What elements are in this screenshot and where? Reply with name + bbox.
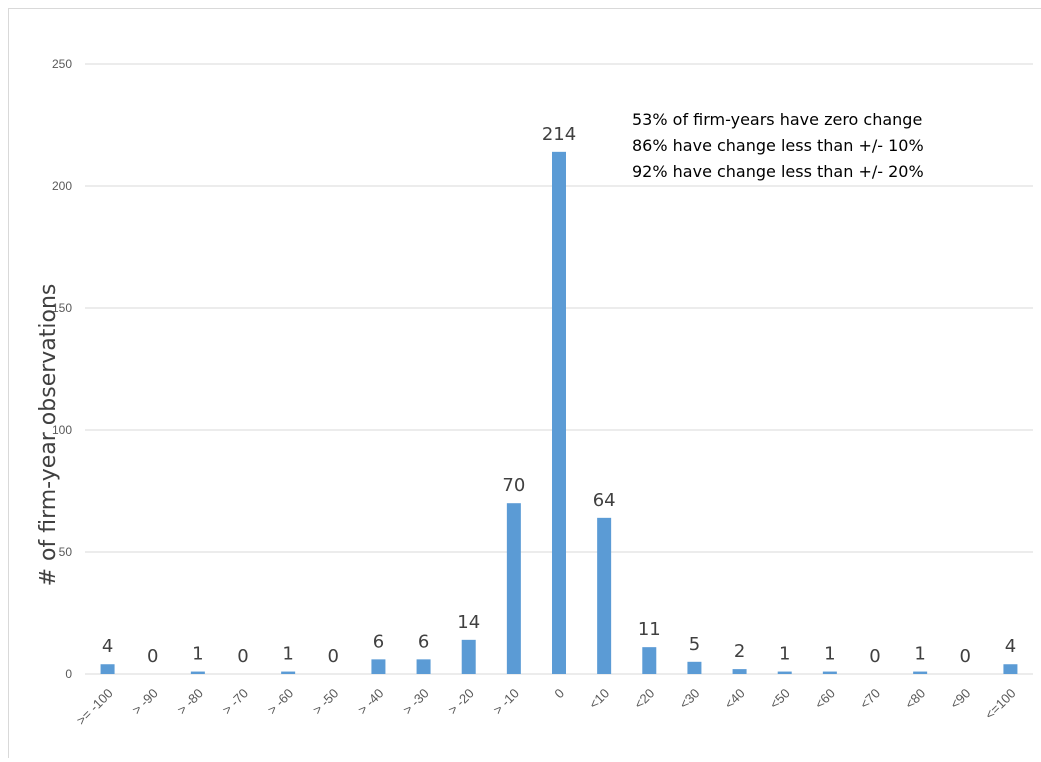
x-tick-label: > -70: [219, 686, 251, 718]
bar: [416, 659, 431, 674]
bar: [913, 671, 928, 674]
data-label: 0: [147, 646, 158, 667]
bar: [281, 671, 296, 674]
data-label: 5: [689, 634, 700, 655]
data-label: 0: [869, 646, 880, 667]
x-tick-label: <=100: [982, 686, 1019, 723]
y-tick-label: 200: [52, 179, 72, 193]
bar: [687, 661, 702, 674]
x-tick-label: <80: [902, 686, 928, 712]
x-tick-label: <20: [631, 686, 657, 712]
x-tick-label: <10: [586, 686, 612, 712]
annotation-line: 53% of firm-years have zero change: [632, 110, 922, 129]
bar: [190, 671, 205, 674]
x-tick-label: <50: [767, 686, 793, 712]
annotation-line: 92% have change less than +/- 20%: [632, 162, 924, 181]
x-tick-label: > -90: [129, 686, 161, 718]
bar: [822, 671, 837, 674]
x-tick-label: > -20: [445, 686, 477, 718]
bars: [100, 151, 1018, 675]
bar: [1003, 664, 1018, 674]
data-label: 1: [282, 644, 293, 665]
bar: [461, 639, 476, 674]
x-tick-label: > -30: [400, 686, 432, 718]
x-tick-label: <70: [857, 686, 883, 712]
x-tick-label: > -50: [310, 686, 342, 718]
data-label: 14: [457, 612, 480, 633]
bar: [642, 647, 657, 674]
data-label: 2: [734, 641, 745, 662]
annotation-line: 86% have change less than +/- 10%: [632, 136, 924, 155]
x-tick-label: <40: [721, 686, 747, 712]
y-tick-label: 100: [52, 423, 72, 437]
data-label: 70: [502, 475, 525, 496]
data-label: 1: [824, 644, 835, 665]
y-tick-label: 0: [65, 667, 72, 681]
bar: [777, 671, 792, 674]
data-label: 1: [779, 644, 790, 665]
frame-border-left: [8, 8, 9, 758]
data-label: 6: [373, 631, 384, 652]
y-axis-ticks: 0 50 100 150 200 250: [52, 57, 72, 681]
data-label: 0: [960, 646, 971, 667]
data-label: 4: [102, 636, 113, 657]
data-label: 11: [638, 619, 661, 640]
data-label: 1: [914, 644, 925, 665]
bar: [597, 517, 612, 674]
x-tick-label: <30: [676, 686, 702, 712]
x-axis-ticks: >= -100 > -90 > -80 > -70 > -60 > -50 > -40 > -…: [73, 686, 1018, 728]
x-tick-label: <60: [812, 686, 838, 712]
x-tick-label: > -80: [174, 686, 206, 718]
data-label: 64: [593, 490, 616, 511]
x-tick-label: >= -100: [73, 686, 115, 728]
data-label: 6: [418, 631, 429, 652]
y-tick-label: 50: [59, 545, 73, 559]
x-tick-label: > -60: [264, 686, 296, 718]
y-tick-label: 150: [52, 301, 72, 315]
data-label: 0: [328, 646, 339, 667]
data-label: 4: [1005, 636, 1016, 657]
bar: [371, 659, 386, 674]
data-label: 0: [237, 646, 248, 667]
bar: [552, 151, 566, 675]
x-tick-label: <90: [947, 686, 973, 712]
annotation-box: 53% of firm-years have zero change 86% ha…: [632, 110, 924, 181]
x-tick-label: > -40: [355, 686, 387, 718]
data-label: 214: [542, 124, 576, 145]
data-label: 1: [192, 644, 203, 665]
frame-border-top: [8, 8, 1041, 9]
bar: [732, 669, 747, 674]
x-tick-label: 0: [551, 686, 567, 702]
x-tick-label: > -10: [490, 686, 522, 718]
bar: [100, 664, 115, 674]
y-axis-label: # of firm-year observations: [36, 284, 61, 587]
y-tick-label: 250: [52, 57, 72, 71]
bar: [506, 503, 521, 674]
